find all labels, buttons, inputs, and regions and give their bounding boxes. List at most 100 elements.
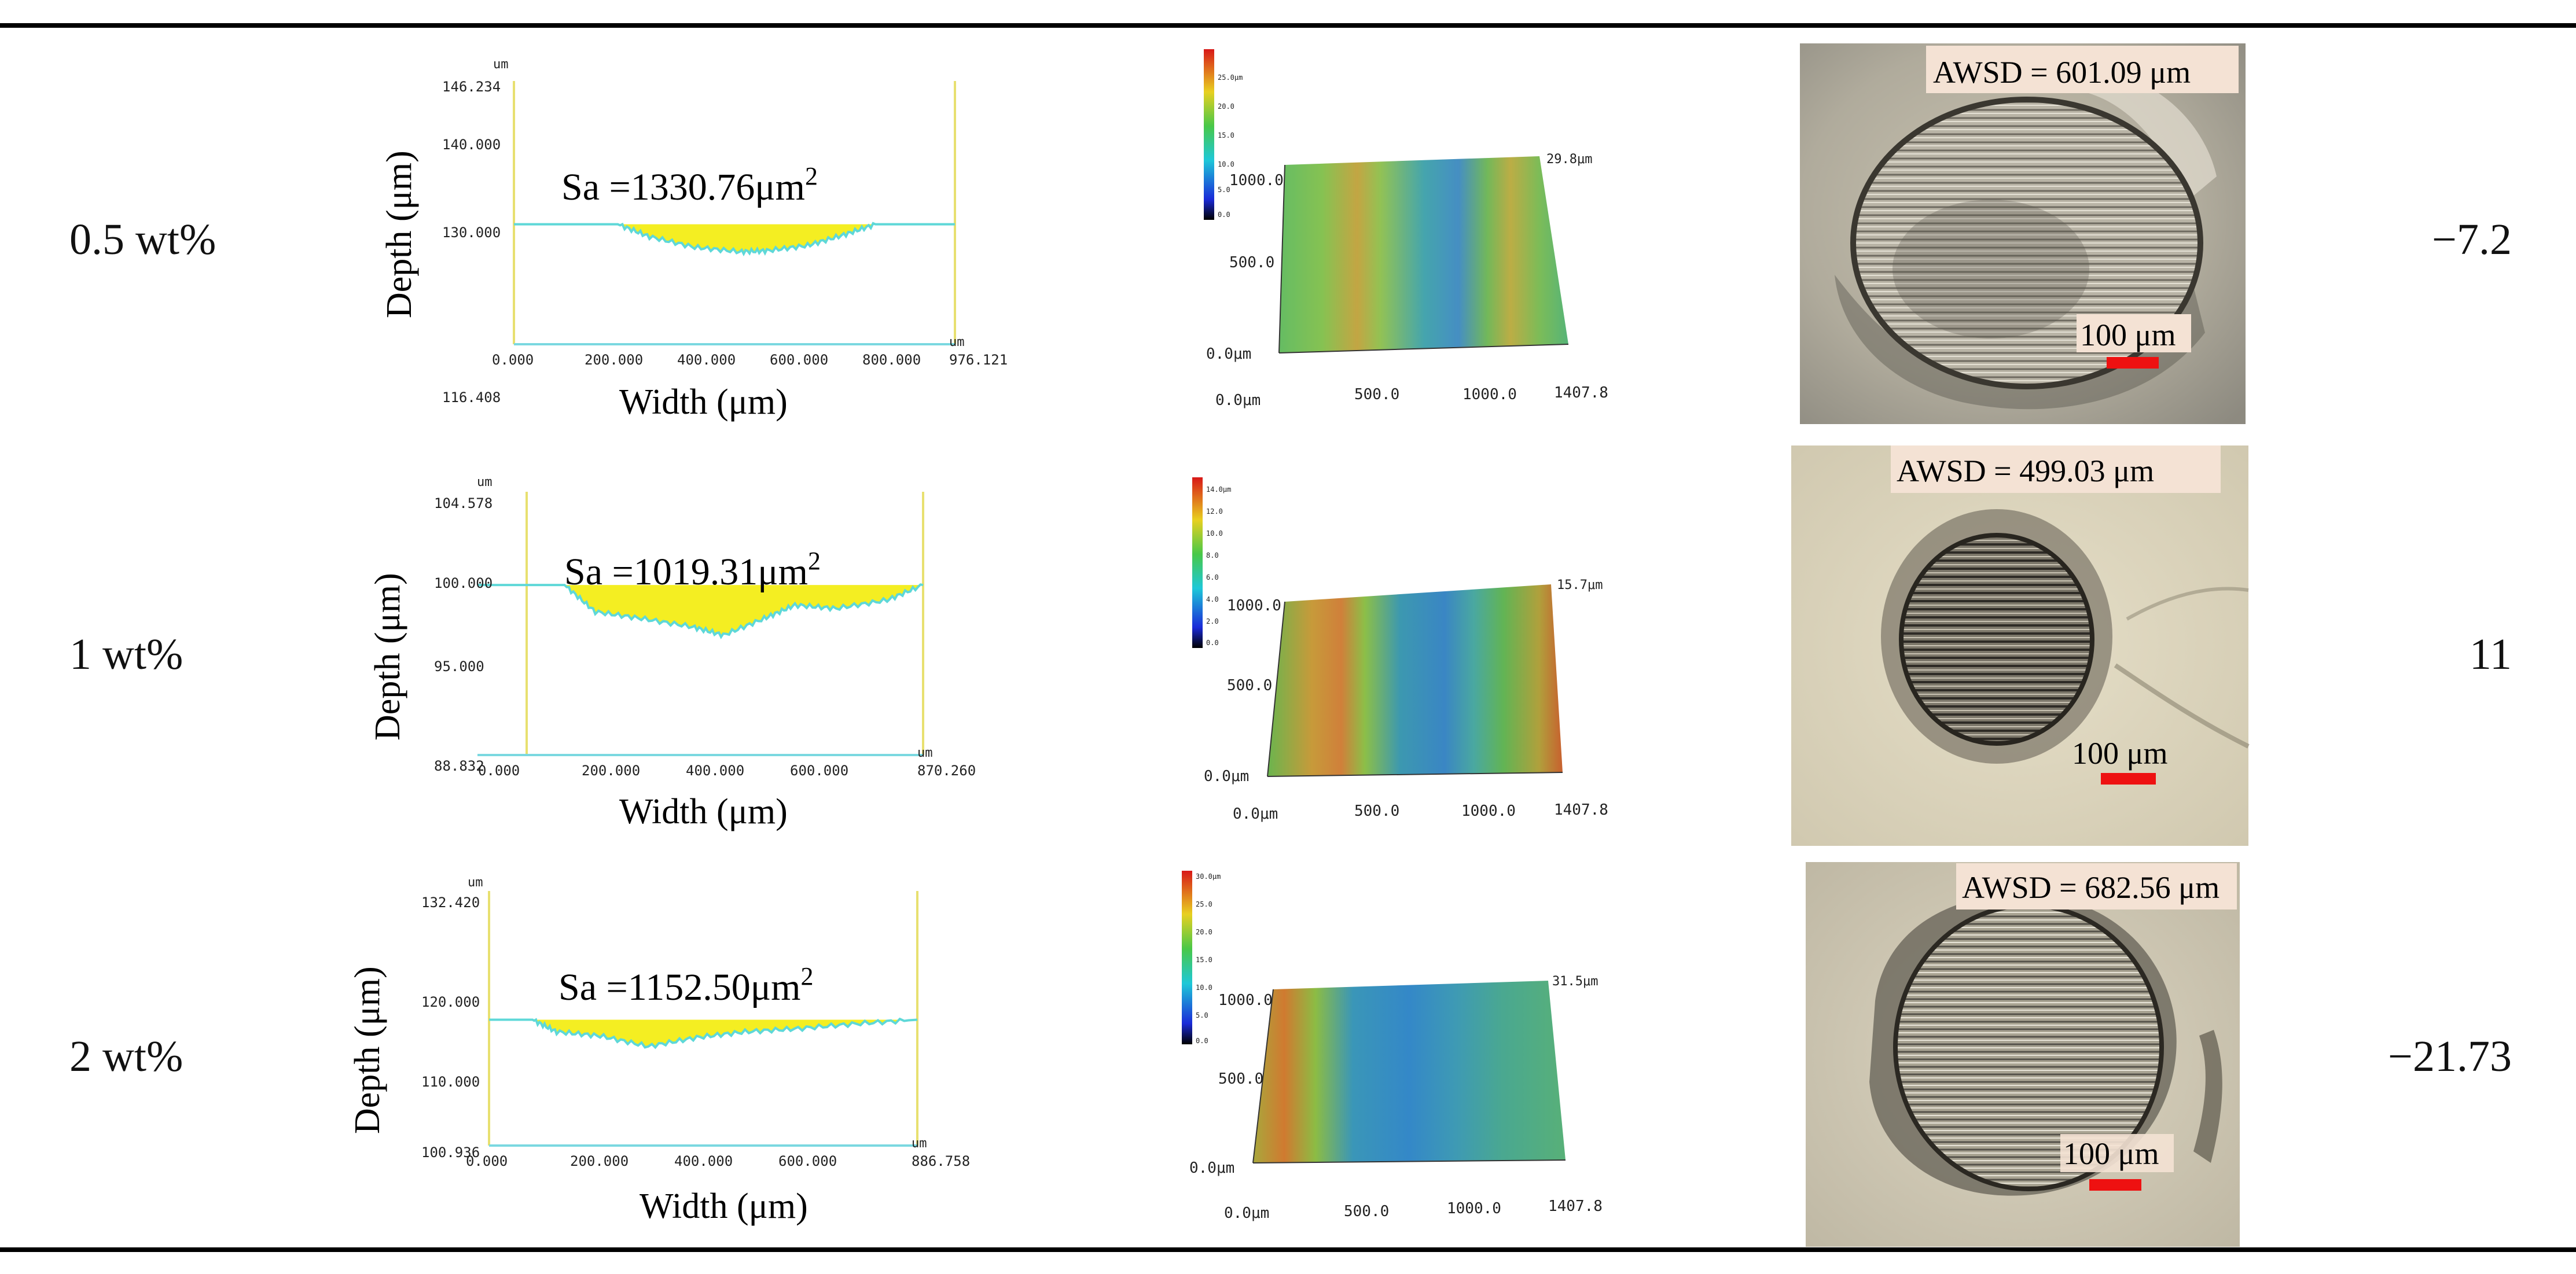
micrograph-1-crack-0 [2114, 663, 2250, 749]
surface-1-xtick-3: 1407.8 [1554, 801, 1608, 819]
surface-1-legend-bar [1192, 477, 1203, 648]
micrograph-0: AWSD = 601.09 μm 100 μm [1800, 43, 2246, 424]
surface-1-legend-tick-3: 8.0 [1206, 551, 1219, 559]
surface-1-legend-tick-6: 2.0 [1206, 617, 1219, 625]
profile-2-xtick-1: 200.000 [570, 1153, 629, 1169]
micrograph-1: AWSD = 499.03 μm 100 μm [1791, 445, 2250, 846]
micrograph-0-awsd-box [1926, 46, 2239, 93]
profile-0-ytick-0: 146.234 [442, 79, 501, 95]
profile-panel-1: um um 104.578 100.000 95.000 88.832 0.00… [368, 475, 976, 831]
profile-2-ytick-1: 120.000 [421, 994, 480, 1010]
surface-panel-2: 30.0μm 25.0 20.0 15.0 10.0 5.0 0.0 31.5μ… [1182, 871, 1603, 1222]
surface-1-legend-tick-1: 12.0 [1206, 507, 1223, 516]
surface-1-legend-tick-7: 0.0 [1206, 639, 1219, 647]
surface-1-edge [1267, 772, 1563, 777]
surface-2-xtick-3: 1407.8 [1548, 1198, 1603, 1215]
surface-1-ytick-2: 0.0μm [1204, 768, 1249, 785]
bottom-rule [0, 1247, 2576, 1252]
profile-0-xtick-0: 0.000 [492, 352, 534, 368]
micrograph-0-scale-label: 100 μm [2080, 318, 2176, 352]
surface-2-legend-tick-2: 20.0 [1196, 928, 1212, 936]
surface-2-legend-bar [1182, 871, 1192, 1044]
profile-1-ytick-3: 88.832 [434, 758, 484, 774]
micrograph-1-scale-label: 100 μm [2072, 736, 2167, 771]
profile-0-xlabel: Width (μm) [619, 382, 788, 422]
surface-1-y-axis [1267, 601, 1285, 777]
surface-2-legend-tick-4: 10.0 [1196, 984, 1212, 992]
profile-0-sa-label: Sa =1330.76μm2 [561, 162, 818, 208]
micrograph-2-scale-label-box [2060, 1134, 2174, 1172]
surface-0-edge [1278, 344, 1569, 354]
profile-1-ylabel: Depth (μm) [368, 573, 407, 741]
profile-0-profile-line [514, 222, 955, 257]
profile-1-sa-label: Sa =1019.31μm2 [564, 547, 821, 593]
surface-2-ytick-0: 1000.0 [1218, 992, 1273, 1009]
profile-2-xtick-0: 0.000 [466, 1153, 508, 1169]
profile-1-xtick-0: 0.000 [478, 763, 520, 779]
profile-2-profile-line [489, 1017, 918, 1050]
surface-0-map [1279, 156, 1568, 353]
micrograph-2-scale-label: 100 μm [2063, 1136, 2159, 1171]
row-label-2: 2 wt% [69, 1032, 183, 1081]
surface-0-legend-tick-1: 20.0 [1218, 102, 1234, 111]
value-1: 11 [2469, 630, 2512, 679]
profile-1-unit-tag-x: um [917, 746, 933, 760]
profile-0-unit-tag-x: um [949, 335, 965, 349]
profile-panel-2: um um 132.420 120.000 110.000 100.936 0.… [348, 875, 970, 1226]
profile-0-ytick-3: 116.408 [442, 389, 501, 406]
surface-0-ytick-1: 500.0 [1229, 254, 1274, 271]
profile-0-ylabel: Depth (μm) [380, 150, 419, 318]
micrograph-1-awsd: AWSD = 499.03 μm [1897, 454, 2154, 488]
row-label-1: 1 wt% [69, 630, 183, 679]
surface-0-xtick-1: 500.0 [1354, 386, 1399, 403]
profile-1-unit-tag: um [477, 475, 493, 489]
profile-2-xlabel: Width (μm) [640, 1187, 808, 1226]
profile-2-xtick-2: 400.000 [674, 1153, 733, 1169]
profile-0-ytick-2: 130.000 [442, 224, 501, 241]
surface-0-legend-tick-5: 0.0 [1218, 211, 1230, 219]
surface-0-y-axis [1278, 164, 1285, 354]
surface-1-legend-tick-4: 6.0 [1206, 573, 1219, 581]
surface-0-ytick-0: 1000.0 [1229, 172, 1284, 189]
surface-1-legend-tick-5: 4.0 [1206, 595, 1219, 603]
surface-0-legend-bar [1204, 49, 1214, 220]
surface-0-shade [1279, 156, 1568, 353]
micrograph-0-scar-shadow [1893, 200, 2089, 338]
micrograph-2-side-debris [2193, 1030, 2222, 1163]
surface-0-xtick-2: 1000.0 [1462, 386, 1517, 403]
surface-0-legend-tick-2: 15.0 [1218, 131, 1234, 139]
surface-2-legend-tick-3: 15.0 [1196, 956, 1212, 964]
profile-1-ytick-2: 95.000 [434, 658, 484, 675]
top-rule [0, 23, 2576, 28]
row-label-0: 0.5 wt% [69, 215, 216, 264]
profile-1-xtick-3: 600.000 [790, 763, 848, 779]
surface-2-legend-tick-0: 30.0μm [1196, 872, 1221, 881]
surface-1-ytick-0: 1000.0 [1227, 597, 1281, 614]
surface-panel-0: 25.0μm 20.0 15.0 10.0 5.0 0.0 29.8μm 100… [1204, 49, 1608, 409]
micrograph-1-scale-bar [2101, 773, 2156, 785]
surface-1-xtick-2: 1000.0 [1461, 802, 1516, 820]
value-0: −7.2 [2432, 215, 2512, 264]
surface-1-ytick-1: 500.0 [1227, 677, 1272, 694]
profile-2-ytick-0: 132.420 [421, 894, 480, 911]
surface-0-scale-max: 29.8μm [1546, 152, 1592, 167]
micrograph-2-awsd: AWSD = 682.56 μm [1962, 870, 2219, 905]
surface-2-xtick-2: 1000.0 [1447, 1200, 1501, 1217]
surface-0-legend-tick-3: 10.0 [1218, 160, 1234, 168]
profile-2-unit-tag-x: um [912, 1136, 927, 1151]
profile-1-xlabel: Width (μm) [619, 792, 788, 831]
profile-1-ytick-1: 100.000 [434, 575, 493, 591]
surface-0-xtick-0: 0.0μm [1215, 392, 1261, 409]
profile-2-ytick-2: 110.000 [421, 1074, 480, 1090]
surface-panel-1: 14.0μm 12.0 10.0 8.0 6.0 4.0 2.0 0.0 15.… [1192, 477, 1608, 823]
profile-2-xtick-4: 886.758 [912, 1153, 970, 1169]
surface-2-ytick-2: 0.0μm [1189, 1159, 1234, 1177]
profile-1-profile-line [477, 583, 924, 639]
micrograph-1-wear-scar [1899, 533, 2094, 746]
micrograph-0-scale-bar [2107, 357, 2159, 369]
profile-0-xtick-4: 800.000 [862, 352, 921, 368]
surface-2-scale-max: 31.5μm [1552, 974, 1598, 989]
profile-0-xtick-1: 200.000 [585, 352, 643, 368]
micrograph-2-awsd-box [1956, 863, 2237, 910]
